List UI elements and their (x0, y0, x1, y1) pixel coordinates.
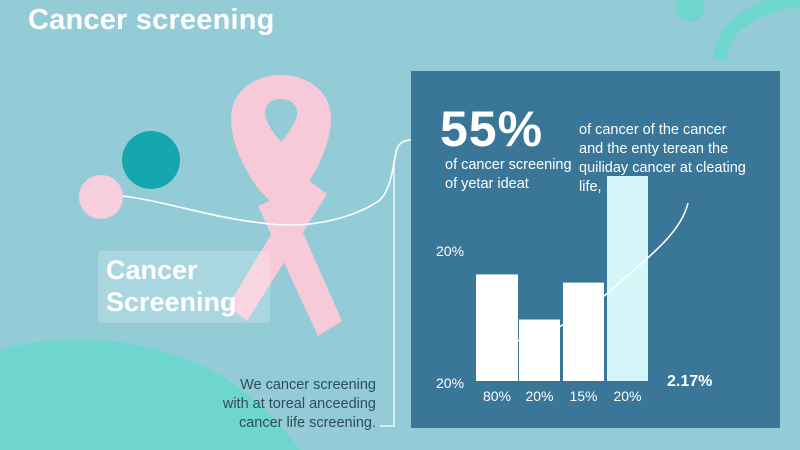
y-tick-label: 20% (436, 243, 465, 259)
y-tick-label: 20% (436, 375, 465, 391)
label-line-1: Cancer (106, 255, 198, 285)
caption-line-3: cancer life screening. (238, 415, 376, 431)
headline-text-line-2: of yetar ideat (445, 176, 529, 192)
teal-blob (0, 339, 300, 450)
teal-circle (122, 131, 180, 189)
trend-line (515, 202, 689, 342)
x-tick-label-3: 20% (613, 388, 641, 404)
label-line-2: Screening (106, 287, 237, 317)
x-tick-label-2: 15% (569, 388, 597, 404)
headline-value: 55% (440, 101, 544, 157)
x-tick-label-0: 80% (483, 388, 511, 404)
corner-value: 2.17% (667, 373, 713, 390)
side-text-line-2: and the enty terean the (579, 141, 729, 157)
bar-0 (476, 274, 518, 381)
caption-bracket (380, 160, 395, 427)
connector-line (122, 139, 412, 226)
page-title: Cancer screening (28, 4, 275, 36)
side-text: of cancer of the cancer and the enty ter… (579, 121, 746, 197)
headline-text: of cancer screening of yetar ideat (445, 156, 572, 194)
side-text-line-1: of cancer of the cancer (579, 122, 727, 138)
x-tick-label-1: 20% (525, 388, 553, 404)
caption-line-2: with at toreal anceeding (222, 396, 376, 412)
awareness-ribbon-icon (228, 75, 342, 336)
bar-3 (607, 176, 648, 381)
side-text-line-4: life, (579, 179, 602, 195)
top-right-arc (713, 0, 800, 61)
side-text-line-3: quiliday cancer at cleating (579, 160, 746, 176)
pink-circle (79, 175, 123, 219)
top-right-dot (676, 0, 704, 22)
cancer-screening-label: Cancer Screening (98, 251, 270, 323)
bar-2 (563, 282, 604, 381)
caption-text: We cancer screening with at toreal ancee… (200, 376, 376, 433)
caption-line-1: We cancer screening (240, 377, 376, 393)
headline-text-line-1: of cancer screening (445, 157, 572, 173)
